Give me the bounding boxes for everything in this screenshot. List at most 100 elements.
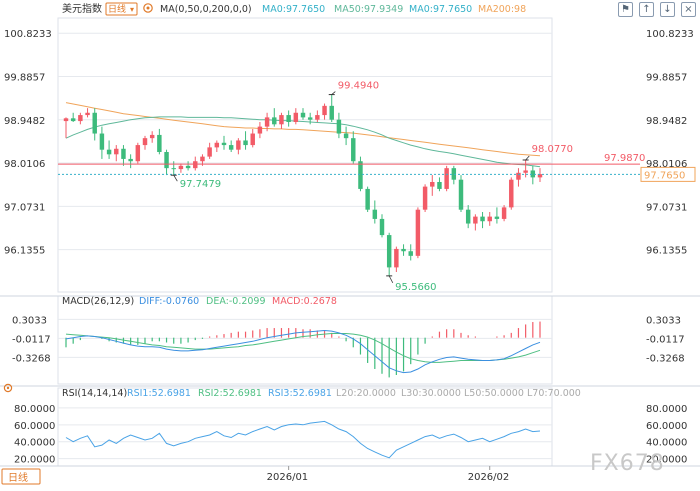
rsi-line: [65, 420, 541, 459]
footer-period-button[interactable]: [1, 468, 41, 485]
candle-body: [537, 174, 543, 178]
candle-body: [487, 216, 492, 222]
rsi-l30-value: L30:30.0000: [401, 388, 461, 399]
candle-body: [430, 182, 435, 187]
candle-body: [257, 126, 263, 134]
candle-body: [422, 186, 428, 210]
rsi-l50-value: L50:50.0000: [464, 388, 524, 399]
candle-body: [185, 165, 191, 169]
candle-body: [70, 118, 76, 122]
close-icon[interactable]: ×: [681, 2, 696, 17]
ma0-value: MA0:97.7650: [262, 4, 325, 15]
rsi-y-axis: 80.0000 80.0000 60.0000 60.0000 40.0000 40.00…: [14, 404, 687, 466]
price-tick-left: 100.8233: [4, 29, 52, 40]
candle-body: [214, 142, 220, 148]
macd-tick-left: 0.3033: [12, 315, 47, 326]
candle-body: [372, 209, 378, 219]
macd-tick-right: -0.0117: [646, 334, 685, 345]
candle-body: [293, 112, 299, 122]
x-tick-label: 2026/01: [267, 472, 309, 483]
macd-title: MACD(26,12,9): [62, 296, 134, 307]
current-price-box: [640, 166, 696, 182]
candle-body: [135, 145, 141, 162]
price-tick-left: 97.0731: [4, 202, 45, 213]
period-label[interactable]: 日线: [108, 3, 126, 15]
period-badge[interactable]: [105, 2, 138, 16]
price-annotations: 97.9870 97.7650 99.4940 95.5660 97.7479 98.07…: [58, 81, 696, 293]
price-tick-right: 96.1355: [646, 246, 687, 257]
price-tick-right: 98.0106: [646, 159, 687, 170]
candle-body: [207, 147, 212, 157]
symbol-label: 美元指数: [62, 2, 102, 15]
candle-body: [193, 161, 198, 169]
macd-dea-value: DEA:-0.2099: [206, 296, 266, 307]
macd-tick-left: -0.3268: [12, 353, 51, 364]
rsi-tick-left: 80.0000: [14, 404, 55, 415]
price-tick-right: 100.8233: [646, 29, 694, 40]
candle-body: [300, 112, 306, 118]
candle-body: [99, 133, 105, 150]
price-candles: [63, 94, 543, 276]
candle-body: [530, 170, 536, 178]
candle-body: [401, 248, 406, 252]
local-low-mark-leader: [173, 174, 178, 182]
candle-body: [171, 168, 176, 170]
candle-body: [351, 138, 356, 162]
price-tick-right: 97.0731: [646, 202, 687, 213]
candle-body: [157, 134, 162, 152]
arrow-up-icon[interactable]: ↑: [639, 2, 654, 17]
arrow-down-icon[interactable]: ↓: [660, 2, 675, 17]
candle-body: [494, 216, 500, 219]
candle-body: [358, 161, 363, 189]
macd-y-axis: 0.3033 0.3033 -0.0117 -0.0117 -0.3268 -0.3268: [12, 315, 685, 364]
candle-body: [336, 119, 342, 134]
current-price-label: 97.7650: [644, 170, 685, 181]
candle-body: [149, 134, 155, 139]
candle-body: [121, 148, 126, 159]
candle-body: [480, 216, 485, 222]
rsi-tick-right: 60.0000: [646, 421, 687, 432]
footer-period-label[interactable]: 日线: [8, 471, 28, 484]
candle-body: [142, 138, 148, 146]
rsi-lines: [65, 420, 541, 459]
rsi2-value: RSI2:52.6981: [198, 388, 262, 399]
candle-body: [236, 140, 241, 150]
candle-body: [164, 152, 169, 169]
rsi-grid: [58, 407, 552, 460]
price-tick-left: 98.0106: [4, 159, 45, 170]
price-grid: [58, 32, 552, 251]
low-mark-leader: [388, 275, 394, 284]
x-tick-label: 2026/02: [468, 472, 510, 483]
candle-body: [228, 145, 234, 150]
settings-icon[interactable]: [143, 3, 153, 13]
candle-body: [473, 216, 478, 224]
candle-body: [408, 251, 413, 256]
rsi-tick-right: 80.0000: [646, 404, 687, 415]
price-tick-right: 98.9482: [646, 116, 687, 127]
macd-dea-line: [65, 333, 541, 363]
rsi1-value: RSI1:52.6981: [127, 388, 191, 399]
candle-body: [501, 207, 507, 219]
candle-body: [78, 115, 83, 122]
macd-histogram: [65, 321, 541, 378]
candle-body: [178, 165, 184, 170]
local-low-mark-label: 97.7479: [180, 179, 221, 190]
rsi-l20-value: L20:20.0000: [336, 388, 396, 399]
rsi-tick-left: 20.0000: [14, 455, 55, 466]
candle-body: [458, 179, 464, 210]
recent-high-mark-leader: [525, 155, 530, 161]
candle-body: [307, 117, 313, 120]
rsi-title: RSI(14,14,14): [62, 388, 127, 399]
macd-hist-value: MACD:0.2678: [272, 296, 337, 307]
candle-body: [114, 148, 119, 155]
period-dropdown-icon[interactable]: ▾: [130, 5, 134, 14]
candle-body: [322, 105, 327, 116]
recent-high-mark-label: 98.0770: [532, 144, 573, 155]
rsi-tick-right: 40.0000: [646, 438, 687, 449]
price-moving-averages: [65, 102, 541, 168]
candle-body: [394, 248, 399, 268]
candle-body: [523, 170, 528, 173]
flag-icon[interactable]: ⚑: [618, 2, 633, 17]
rsi-settings-icon[interactable]: [3, 383, 13, 393]
